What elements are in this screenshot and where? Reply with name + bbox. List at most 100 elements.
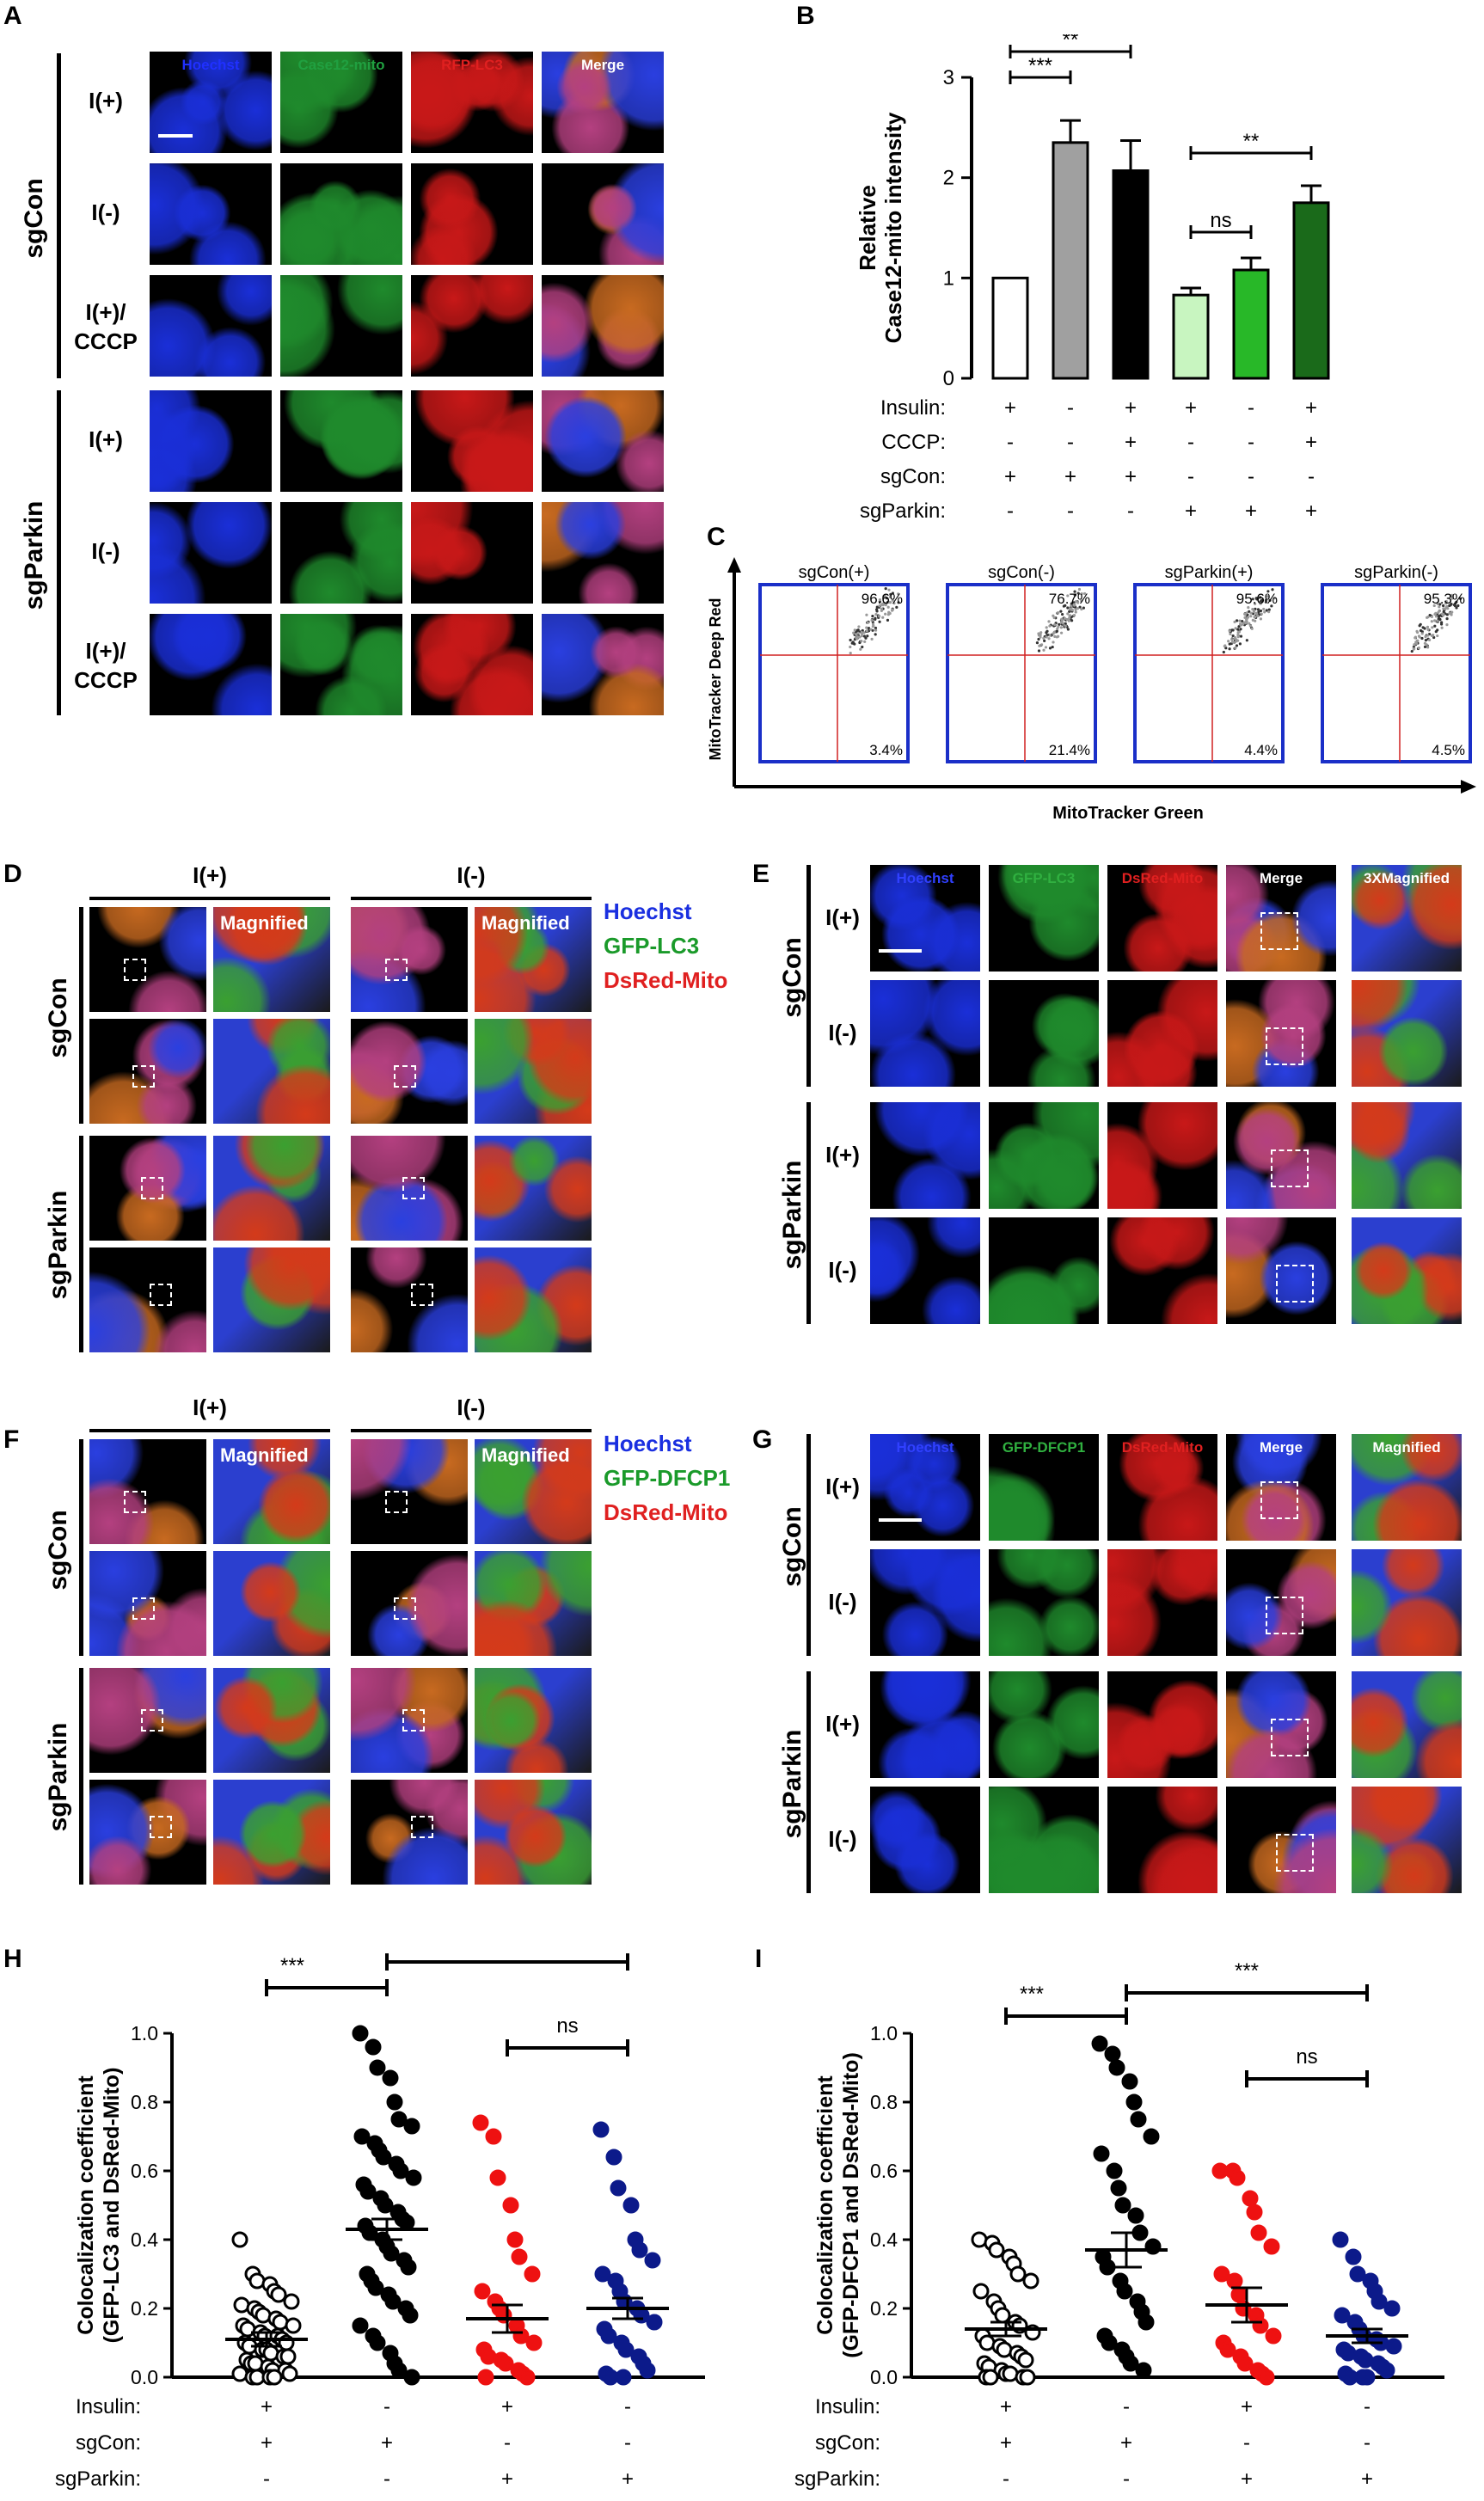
data-point [231,2231,248,2248]
data-point [262,2345,279,2362]
flow-dot [1051,645,1054,649]
flow-dot [1423,627,1426,630]
data-point [1127,2207,1144,2224]
flow-dot [1456,604,1460,608]
panelD-image-r0-c1: Magnified [213,907,330,1012]
y-axis-label: Colocalization coefficient [74,2075,98,2335]
data-point [631,2241,648,2259]
flow-dot [867,627,871,630]
panel-label-i: I [755,1945,763,1973]
panelF-image-r1-c1 [213,1551,330,1656]
zoom-box [411,1816,433,1838]
sig-label: ns [1210,209,1231,232]
flow-dot [1052,641,1055,644]
sig-label: *** [1235,1959,1259,1983]
flow-dot [1445,617,1449,621]
zoom-box [385,959,408,981]
flow-dot [858,635,862,639]
condition-sign: - [1007,500,1014,523]
channel-label: Hoechst [896,1439,954,1456]
panelF-image-r2-c0 [89,1668,206,1773]
data-point [1104,2045,1121,2063]
panelD-image-r2-c0 [89,1136,206,1241]
flow-dot [1420,636,1424,641]
flow-dot [895,605,898,609]
panelG-image-r0-c3: Merge [1226,1434,1336,1541]
flow-dot [1432,604,1436,608]
flow-dot [1248,624,1253,628]
flow-dot [878,620,881,623]
flow-dot [1073,593,1076,597]
panel-label-b: B [796,2,815,30]
panel-a-image-r0-c3: Merge [542,52,664,153]
flow-dot [1236,628,1240,631]
legend-entry: GFP-LC3 [604,933,700,959]
panel-a-image-r0-c1: Case12-mito [280,52,402,153]
flow-dot [1445,613,1449,616]
flow-dot [1231,634,1235,638]
condition-sign: - [1187,465,1194,488]
flow-dot [870,618,874,622]
flow-dot [1416,639,1420,642]
panel-a-image-r5-c0 [150,614,272,715]
row-label: I(+) [825,1711,860,1737]
flow-dot [1259,609,1263,613]
data-point [1002,2365,1019,2382]
flow-dot [1234,627,1237,630]
y-tick-label: 0.4 [870,2228,898,2251]
condition-label: sgParkin: [860,500,946,523]
flow-plot-frame [946,583,1097,763]
panelF-image-r2-c2 [351,1668,468,1773]
data-point [982,2369,999,2386]
flow-dot [1057,611,1060,615]
condition-sign: + [1004,465,1016,488]
panel-a-image-r1-c1 [280,163,402,265]
data-point [616,2293,633,2310]
panelE-image-r2-c1 [989,1102,1099,1209]
flow-dot [888,601,892,604]
flow-dot [1423,641,1427,645]
data-point [1340,2345,1357,2362]
flow-dot [1077,587,1082,592]
y-axis-label: Case12-mito intensity [880,112,906,343]
data-point [1345,2248,1362,2265]
panelG-image-r1-c1 [989,1549,1099,1656]
flow-dot [1064,622,1067,625]
channel-label: DsRed-Mito [1121,1439,1204,1456]
flow-dot [1266,590,1270,593]
condition-sign: + [1241,2395,1253,2418]
sig-label: ** [1243,130,1260,153]
flow-dot [1458,597,1463,600]
flow-dot [1265,609,1268,612]
y-tick-label: 0.8 [131,2091,158,2113]
panelE-image-r0-c1: GFP-LC3 [989,865,1099,972]
data-point [281,2365,298,2382]
channel-label: DsRed-Mito [1121,870,1204,886]
panelF-image-r1-c0 [89,1551,206,1656]
group-label-sgcon: sgCon [778,1506,806,1587]
data-point [377,2197,394,2214]
data-point [266,2369,283,2386]
flow-dot [885,596,888,600]
panelE-image-r2-c4 [1352,1102,1462,1209]
panelG-image-r0-c2: DsRed-Mito [1107,1434,1217,1541]
flow-dot [1070,604,1073,608]
panelG-image-r3-c4 [1352,1787,1462,1893]
panelG-image-r1-c2 [1107,1549,1217,1656]
magnified-label: Magnified [481,1444,570,1466]
legend-entry: Hoechst [604,898,692,924]
data-point [1091,2035,1108,2052]
data-point [592,2121,610,2138]
data-point [644,2252,661,2269]
data-point [994,2307,1011,2324]
flow-dot [1238,619,1242,622]
condition-sign: + [1185,396,1197,420]
flow-dot [1251,618,1254,622]
data-point [248,2272,266,2290]
row-label: I(-) [828,1826,857,1852]
flow-dot [897,601,900,604]
panel-a-image-r2-c0 [150,275,272,377]
flow-dot [1436,619,1439,622]
data-point [1121,2073,1138,2090]
panelG-image-r0-c0: Hoechst [870,1434,980,1541]
